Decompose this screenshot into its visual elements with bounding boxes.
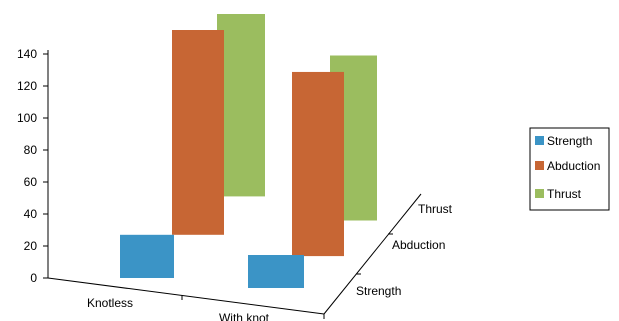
- legend-label-thrust: Thrust: [547, 187, 582, 201]
- x-axis-line: [47, 277, 325, 315]
- bar-abduction-with-knot: [292, 71, 344, 257]
- axes: [47, 50, 422, 315]
- x-tick-label: Knotless: [87, 296, 133, 310]
- depth-tick-label: Strength: [356, 284, 401, 298]
- bar-strength-with-knot: [248, 255, 304, 288]
- x-tick-group: Knotless With knot: [87, 295, 325, 321]
- legend-swatch-strength: [535, 136, 544, 145]
- depth-tick-group: Strength Abduction Thrust: [356, 202, 453, 298]
- y-tick-label: 60: [24, 175, 38, 189]
- y-tick-label: 0: [30, 271, 37, 285]
- depth-axis-line: [323, 193, 422, 315]
- y-tick-label: 80: [24, 143, 38, 157]
- depth-tick-label: Abduction: [392, 238, 445, 252]
- legend-swatch-abduction: [535, 161, 544, 170]
- bar-thrust-knotless: [217, 14, 265, 197]
- legend-swatch-thrust: [535, 189, 544, 198]
- bars-group: [120, 14, 377, 288]
- depth-tick-label: Thrust: [418, 202, 453, 216]
- legend-label-strength: Strength: [547, 134, 592, 148]
- y-tick-label: 140: [17, 47, 37, 61]
- bar-abduction-knotless: [172, 30, 224, 235]
- bar-strength-knotless: [120, 234, 174, 278]
- y-tick-label: 120: [17, 79, 37, 93]
- y-tick-label: 100: [17, 111, 37, 125]
- x-tick-label: With knot: [219, 311, 270, 321]
- legend: Strength Abduction Thrust: [529, 127, 610, 211]
- legend-label-abduction: Abduction: [547, 159, 600, 173]
- y-tick-label: 20: [24, 239, 38, 253]
- y-tick-label: 40: [24, 207, 38, 221]
- y-tick-group: 0 20 40 60 80 100 120 140: [17, 47, 48, 285]
